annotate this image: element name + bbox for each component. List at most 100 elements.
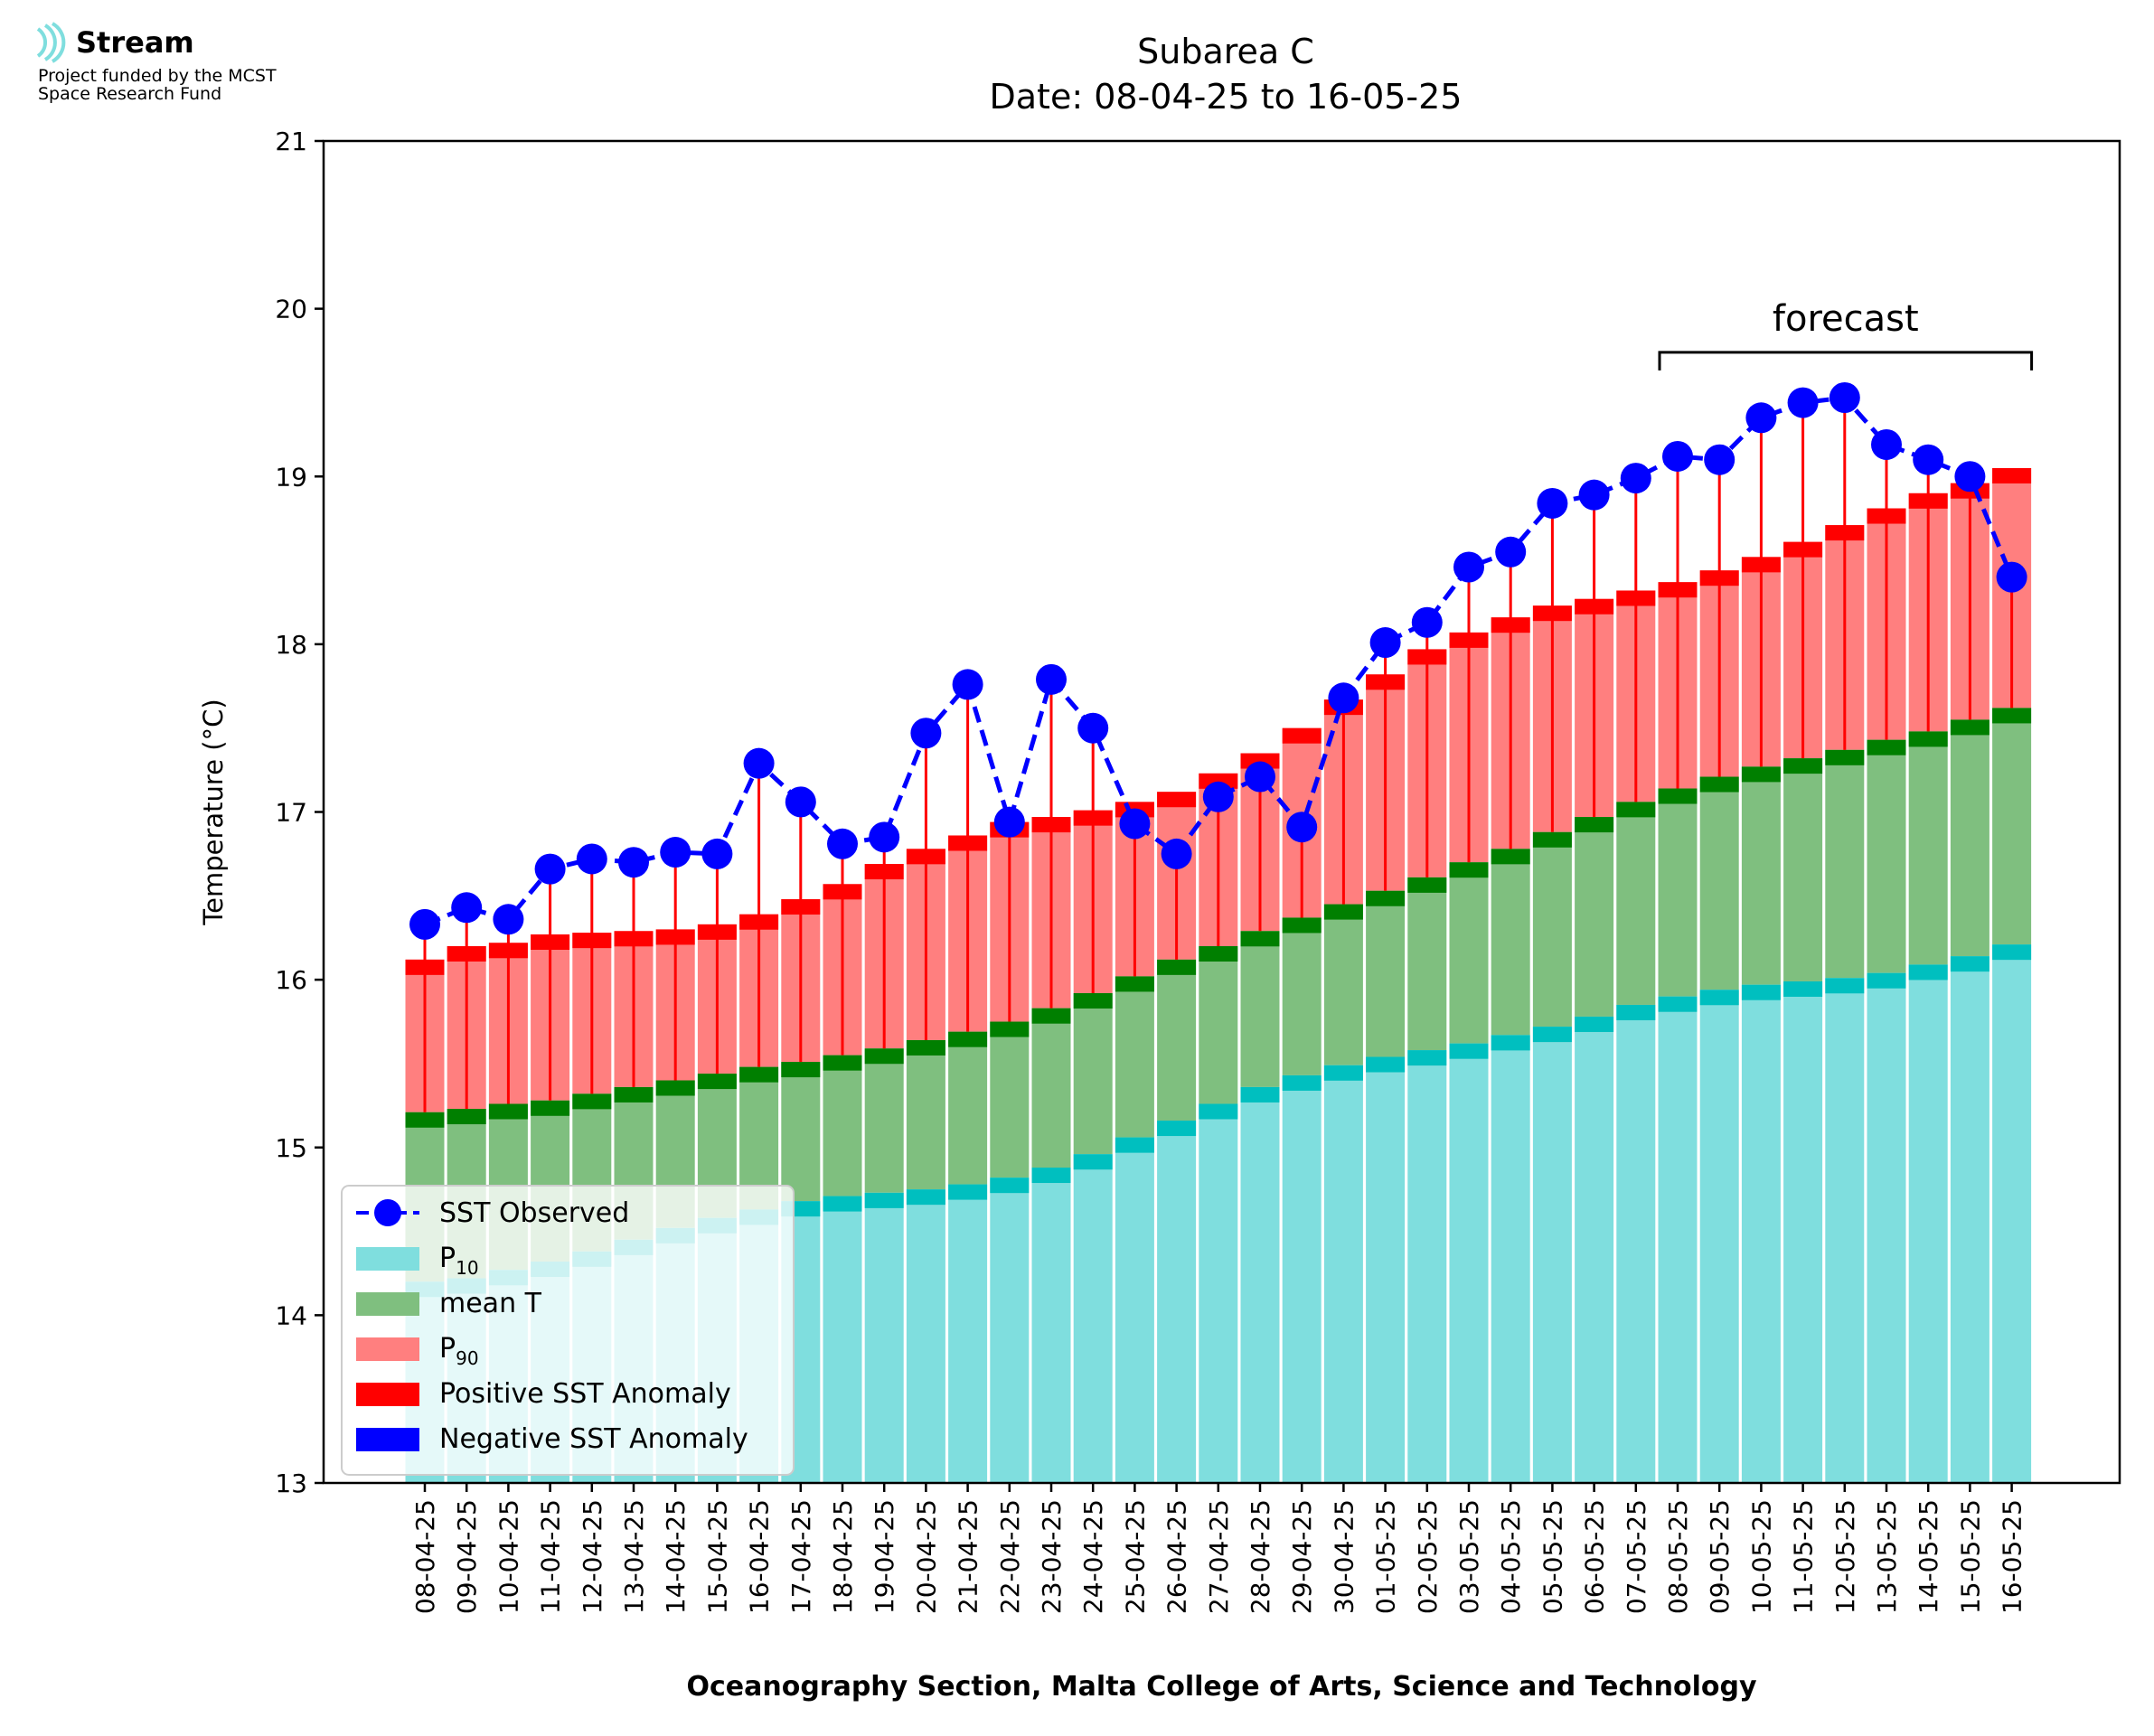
p10-cap (1992, 944, 2032, 961)
p10-cap (1658, 996, 1698, 1012)
sst-observed-point (1829, 382, 1860, 414)
mean-bar (948, 1031, 988, 1185)
sst-observed-point (1745, 402, 1777, 434)
sst-observed-point (1036, 663, 1067, 695)
mean-bar (1783, 758, 1823, 981)
p10-cap (1031, 1168, 1071, 1184)
p10-bar (1532, 1027, 1572, 1483)
mean-cap (823, 1055, 862, 1071)
x-tick-label: 02-05-25 (1413, 1499, 1443, 1614)
p10-cap (990, 1178, 1030, 1194)
mean-bar (1950, 719, 1989, 957)
p10-cap (1407, 1050, 1447, 1066)
p10-cap (1282, 1074, 1322, 1091)
x-tick-label: 24-04-25 (1078, 1499, 1108, 1614)
mean-bar (1491, 849, 1530, 1036)
anomaly-lines-group (423, 398, 2014, 1112)
legend-swatch-mean (356, 1292, 419, 1316)
y-axis: 13 14 15 16 17 18 19 20 21 (275, 127, 324, 1498)
legend-swatch-p90 (356, 1337, 419, 1361)
mean-bar (906, 1039, 945, 1190)
mean-cap (1366, 890, 1406, 906)
x-tick-label: 14-04-25 (661, 1499, 691, 1614)
mean-cap (1323, 904, 1363, 920)
p10-bar (1491, 1035, 1530, 1483)
sst-observed-point (409, 908, 440, 940)
chart-subtitle: Date: 08-04-25 to 16-05-25 (990, 77, 1463, 117)
p90-cap (1199, 773, 1238, 789)
mean-bar (1616, 802, 1656, 1005)
sst-observed-point (1537, 487, 1568, 519)
x-tick-label: 19-04-25 (870, 1499, 899, 1614)
y-tick-label: 15 (275, 1133, 307, 1163)
sst-observed-point (660, 837, 691, 868)
mean-cap (1240, 931, 1280, 947)
mean-cap (1532, 831, 1572, 848)
p10-cap (1366, 1056, 1406, 1073)
p10-cap (1323, 1065, 1363, 1081)
x-tick-label: 12-05-25 (1830, 1499, 1860, 1614)
mean-cap (447, 1109, 486, 1125)
legend-box (341, 1185, 795, 1476)
legend-swatch-negative-anomaly (356, 1428, 419, 1451)
p10-bar (823, 1196, 862, 1483)
sst-observed-point (993, 806, 1025, 838)
x-tick-label: 08-05-25 (1663, 1499, 1693, 1614)
stream-wave-icon (36, 22, 66, 63)
mean-cap (1073, 992, 1113, 1009)
p10-bar (1407, 1050, 1447, 1483)
p10-cap (1825, 978, 1865, 994)
sst-observed-point (618, 847, 649, 878)
x-tick-label: 06-05-25 (1580, 1499, 1610, 1614)
mean-cap (1575, 817, 1614, 833)
sst-observed-point (534, 853, 566, 885)
p90-cap (1157, 792, 1197, 808)
y-tick-label: 13 (275, 1469, 307, 1498)
x-tick-label: 23-04-25 (1037, 1499, 1067, 1614)
y-tick-label: 21 (275, 127, 307, 156)
mean-cap (1741, 766, 1781, 783)
mean-cap (1992, 708, 2032, 724)
p10-cap (1115, 1137, 1154, 1153)
mean-cap (1199, 946, 1238, 962)
x-tick-label: 17-04-25 (786, 1499, 816, 1614)
mean-cap (614, 1086, 654, 1103)
x-tick-label: 09-05-25 (1705, 1499, 1735, 1614)
mean-bar (823, 1055, 862, 1196)
mean-cap (1658, 788, 1698, 804)
p10-bar (1115, 1137, 1154, 1483)
sst-observed-point (1369, 627, 1401, 659)
x-tick-label: 10-05-25 (1746, 1499, 1776, 1614)
sst-observed-point (493, 904, 524, 935)
mean-bar (781, 1062, 821, 1202)
x-tick-label: 18-04-25 (828, 1499, 858, 1614)
mean-bar (1115, 976, 1154, 1138)
p90-cap (1282, 727, 1322, 744)
p10-bar (1825, 978, 1865, 1483)
sst-observed-point (1202, 781, 1234, 812)
sst-observed-point (1620, 463, 1651, 494)
legend-label-negative-anomaly: Negative SST Anomaly (439, 1423, 748, 1455)
p10-cap (1073, 1154, 1113, 1170)
mean-cap (405, 1112, 445, 1128)
sst-observed-point (1787, 387, 1819, 418)
p10-cap (1699, 990, 1739, 1006)
forecast-annotation: forecast (1658, 298, 2034, 371)
p90-cap (1992, 467, 2032, 483)
legend-swatch-p10 (356, 1247, 419, 1271)
p10-bar (1449, 1043, 1489, 1483)
p10-bar (1366, 1056, 1406, 1483)
logo-name: Stream (76, 25, 194, 60)
p10-bar (1323, 1065, 1363, 1483)
p10-bar (1157, 1121, 1197, 1483)
sst-observed-point (1411, 606, 1443, 638)
p10-bar (864, 1192, 904, 1483)
x-tick-label: 14-05-25 (1914, 1499, 1943, 1614)
mean-cap (1491, 849, 1530, 865)
mean-bar (1825, 749, 1865, 979)
mean-cap (1908, 731, 1948, 747)
p10-cap (1240, 1086, 1280, 1103)
p10-bar (948, 1184, 988, 1483)
p10-cap (1950, 956, 1989, 972)
p10-cap (1783, 981, 1823, 997)
